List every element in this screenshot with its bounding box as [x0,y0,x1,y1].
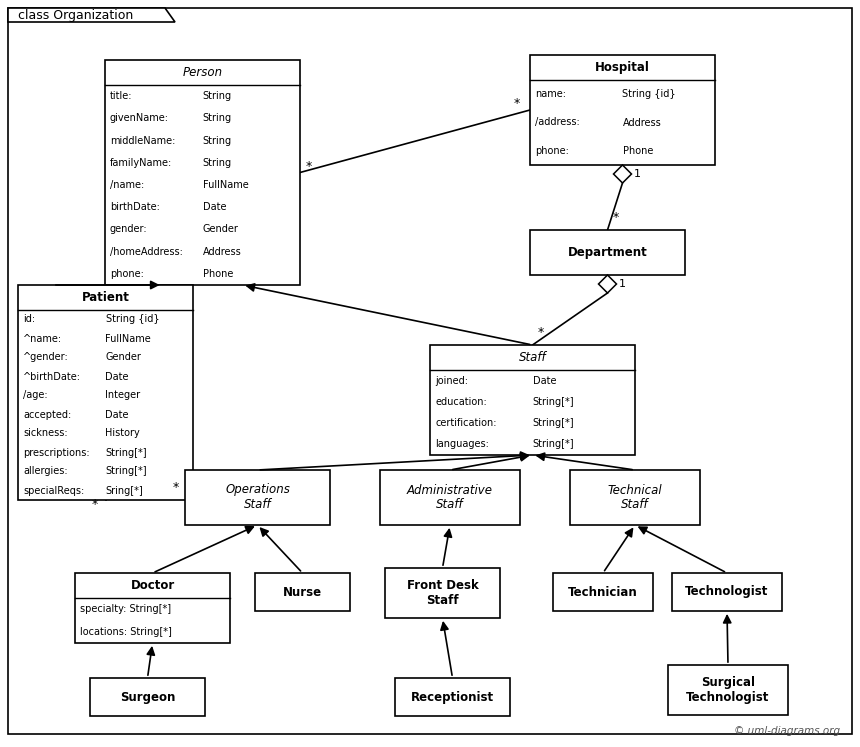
Text: FullName: FullName [202,180,249,190]
Text: String[*]: String[*] [106,447,147,457]
Bar [553,573,653,611]
Text: String[*]: String[*] [532,418,574,428]
Bar [18,285,193,500]
Text: *: * [612,211,618,224]
Text: specialty: String[*]: specialty: String[*] [80,604,171,614]
Text: certification:: certification: [435,418,496,428]
Text: Date: Date [532,376,556,385]
Text: Date: Date [202,202,226,212]
Text: /name:: /name: [110,180,144,190]
Text: Phone: Phone [202,269,233,279]
Bar [385,568,500,618]
Text: locations: String[*]: locations: String[*] [80,627,172,636]
Text: phone:: phone: [535,146,568,156]
Bar [672,573,782,611]
Text: Technical
Staff: Technical Staff [608,483,662,512]
Bar [90,678,205,716]
Text: String: String [202,91,231,101]
Text: familyName:: familyName: [110,158,172,168]
Text: middleName:: middleName: [110,135,175,146]
Text: phone:: phone: [110,269,144,279]
Text: Technologist: Technologist [685,586,769,598]
Text: Date: Date [106,409,129,420]
Text: title:: title: [110,91,132,101]
Text: String {id}: String {id} [106,314,159,324]
Text: String[*]: String[*] [106,466,147,477]
Text: Nurse: Nurse [283,586,322,598]
Text: *: * [513,98,520,111]
Polygon shape [599,275,617,293]
Bar [75,573,230,643]
Text: Operations
Staff: Operations Staff [225,483,290,512]
Text: /age:: /age: [23,391,47,400]
Text: accepted:: accepted: [23,409,71,420]
Text: name:: name: [535,89,566,99]
Text: *: * [538,326,544,339]
Text: Surgical
Technologist: Surgical Technologist [686,676,770,704]
Text: String: String [202,114,231,123]
Text: Address: Address [623,117,661,128]
Text: allergies:: allergies: [23,466,68,477]
Text: birthDate:: birthDate: [110,202,160,212]
Text: 1: 1 [618,279,625,289]
Text: givenName:: givenName: [110,114,169,123]
Bar [395,678,510,716]
Text: *: * [173,482,179,495]
Text: /homeAddress:: /homeAddress: [110,247,183,257]
Text: ^name:: ^name: [23,333,62,344]
Text: Address: Address [202,247,242,257]
Text: String[*]: String[*] [532,397,574,407]
Bar [380,470,520,525]
Bar [668,665,788,715]
Bar [185,470,330,525]
Polygon shape [8,8,175,22]
Text: Receptionist: Receptionist [411,690,494,704]
Text: Sring[*]: Sring[*] [106,486,144,495]
Text: Department: Department [568,246,648,259]
Text: Technician: Technician [568,586,638,598]
Text: Front Desk
Staff: Front Desk Staff [407,579,478,607]
Text: Date: Date [106,371,129,382]
Text: specialReqs:: specialReqs: [23,486,84,495]
Bar [570,470,700,525]
Text: Surgeon: Surgeon [120,690,175,704]
Bar [530,230,685,275]
Text: languages:: languages: [435,439,488,450]
Text: education:: education: [435,397,487,407]
Text: Doctor: Doctor [131,579,175,592]
Text: String: String [202,135,231,146]
Text: *: * [306,160,312,173]
Text: Phone: Phone [623,146,653,156]
Text: Staff: Staff [519,351,546,364]
Polygon shape [613,165,631,183]
Bar [430,345,635,455]
Bar [105,60,300,285]
Text: FullName: FullName [106,333,151,344]
Text: sickness:: sickness: [23,429,68,438]
Text: © uml-diagrams.org: © uml-diagrams.org [734,726,840,736]
Text: Person: Person [182,66,223,79]
Text: Gender: Gender [202,224,238,235]
Text: String[*]: String[*] [532,439,574,450]
Text: Integer: Integer [106,391,141,400]
Text: String {id}: String {id} [623,89,676,99]
Text: *: * [91,498,98,511]
Text: Hospital: Hospital [595,61,650,74]
Text: String: String [202,158,231,168]
Text: Patient: Patient [82,291,130,304]
Text: class Organization: class Organization [18,10,133,22]
Text: 1: 1 [634,169,641,179]
Text: /address:: /address: [535,117,580,128]
Text: gender:: gender: [110,224,148,235]
Text: ^gender:: ^gender: [23,353,69,362]
Text: Gender: Gender [106,353,141,362]
Bar [530,55,715,165]
Text: ^birthDate:: ^birthDate: [23,371,81,382]
Text: Administrative
Staff: Administrative Staff [407,483,493,512]
Text: joined:: joined: [435,376,468,385]
Bar [255,573,350,611]
Text: id:: id: [23,314,35,324]
Text: History: History [106,429,140,438]
Text: prescriptions:: prescriptions: [23,447,89,457]
